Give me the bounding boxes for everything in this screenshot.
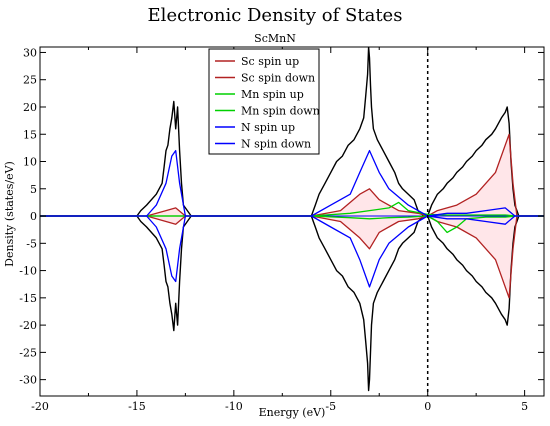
- legend-label: Mn spin down: [241, 105, 320, 118]
- legend-label: Sc spin up: [241, 55, 299, 68]
- legend-label: N spin up: [241, 121, 295, 134]
- series-line-0: [40, 47, 544, 217]
- series-line-5: [40, 215, 544, 234]
- y-tick-label: -5: [26, 237, 37, 250]
- y-tick-label: 25: [23, 74, 37, 87]
- chart-subtitle: ScMnN: [254, 32, 296, 45]
- fill-area-1: [40, 216, 544, 298]
- y-tick-label: 5: [30, 183, 37, 196]
- y-tick-label: -10: [19, 265, 37, 278]
- series-line-4: [40, 201, 544, 217]
- series-line-3: [40, 215, 544, 299]
- legend-label: N spin down: [241, 138, 311, 151]
- legend-label: Sc spin down: [241, 72, 315, 85]
- plot-frame: [39, 46, 545, 397]
- y-tick-label: 15: [23, 128, 37, 141]
- x-tick-label: -20: [31, 400, 49, 413]
- x-tick-label: 0: [424, 400, 431, 413]
- x-tick-label: -10: [225, 400, 243, 413]
- y-tick-label: 20: [23, 101, 37, 114]
- y-tick-label: -25: [19, 346, 37, 359]
- series-line-7: [40, 215, 544, 288]
- y-axis-label: Density (states/eV): [3, 161, 16, 267]
- y-tick-label: 10: [23, 156, 37, 169]
- series-line-2: [40, 133, 544, 217]
- y-tick-label: 30: [23, 46, 37, 59]
- plot-area: -20 -15 -10 -5 0 5 -30 -25 -20 -15 -10 -5 0 5 10 15 20 25…: [19, 46, 545, 413]
- y-tick-label: -20: [19, 319, 37, 332]
- y-tick-label: -15: [19, 292, 37, 305]
- x-tick-label: -15: [128, 400, 146, 413]
- legend-label: Mn spin up: [241, 88, 304, 101]
- x-tick-label: -5: [325, 400, 336, 413]
- y-tick-label: -30: [19, 374, 37, 387]
- fill-area-0: [40, 134, 544, 217]
- chart-title: Electronic Density of States: [148, 5, 403, 26]
- x-tick-label: 5: [521, 400, 528, 413]
- x-axis-label: Energy (eV): [259, 406, 326, 419]
- series-line-6: [40, 149, 544, 217]
- series-line-1: [40, 215, 544, 392]
- legend-box: [208, 48, 320, 155]
- y-tick-label: 0: [30, 210, 37, 223]
